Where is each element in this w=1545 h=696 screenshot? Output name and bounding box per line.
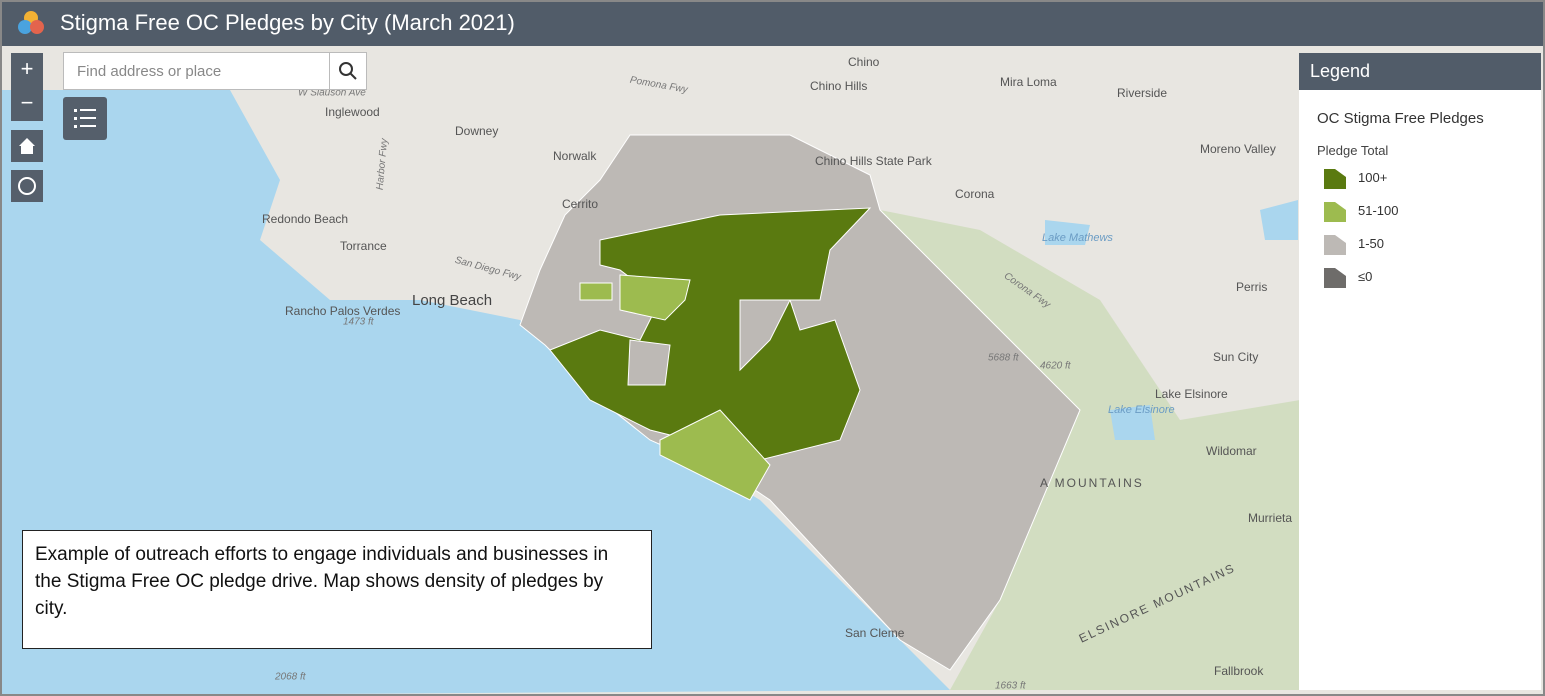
- legend-item: 100+: [1323, 167, 1523, 191]
- place-label: 2068 ft: [274, 672, 307, 683]
- legend-swatch-shape: [1324, 202, 1346, 222]
- zoom-in[interactable]: +: [20, 56, 34, 81]
- caption-text: Example of outreach efforts to engage in…: [35, 544, 609, 619]
- legend-field: Pledge Total: [1317, 143, 1389, 158]
- lakes: [1045, 200, 1298, 440]
- place-label: Lake Elsinore: [1155, 387, 1228, 401]
- home-icon: [19, 138, 35, 154]
- legend-swatch-shape: [1324, 169, 1346, 189]
- place-label: Fallbrook: [1214, 664, 1264, 678]
- app-title: Stigma Free OC Pledges by City (March 20…: [60, 10, 515, 35]
- place-label: Harbor Fwy: [375, 137, 391, 190]
- legend-swatch-shape: [1324, 235, 1346, 255]
- legend-label: 51-100: [1358, 203, 1399, 218]
- place-label: Torrance: [340, 239, 387, 253]
- legend-swatch: [1324, 169, 1346, 189]
- legend-item: ≤0: [1323, 266, 1523, 290]
- legend-panel: Legend OC Stigma Free Pledges Pledge Tot…: [1299, 53, 1541, 690]
- place-label: Norwalk: [553, 149, 597, 163]
- list-icon: [74, 109, 96, 128]
- caption-box: Example of outreach efforts to engage in…: [22, 530, 652, 649]
- layer-list-button[interactable]: [63, 97, 107, 140]
- legend-swatch: [1324, 202, 1346, 222]
- mountains: [880, 210, 1300, 690]
- home-button[interactable]: [11, 130, 43, 162]
- legend-label: 1-50: [1358, 236, 1385, 251]
- legend-item: 51-100: [1323, 200, 1523, 224]
- place-label: Lake Elsinore: [1108, 404, 1175, 416]
- legend-label: ≤0: [1358, 269, 1373, 284]
- legend-layer: OC Stigma Free Pledges: [1317, 110, 1484, 127]
- place-label: Redondo Beach: [262, 212, 348, 226]
- legend-swatch: [1324, 268, 1346, 288]
- place-label: Murrieta: [1248, 511, 1292, 525]
- legend-item: 1-50: [1323, 233, 1523, 257]
- place-label: San Cleme: [845, 626, 905, 640]
- legend-label: 100+: [1358, 170, 1388, 185]
- place-label: Inglewood: [325, 105, 380, 119]
- place-label: Long Beach: [412, 292, 492, 309]
- place-label: Moreno Valley: [1200, 142, 1276, 156]
- place-label: W Slauson Ave: [298, 88, 366, 99]
- search-button[interactable]: [329, 53, 366, 89]
- place-label: Downey: [455, 124, 498, 138]
- county-1-50-inner: [627, 299, 791, 386]
- locate-button[interactable]: [11, 170, 43, 202]
- place-label: Riverside: [1117, 86, 1167, 100]
- county-51-100: [579, 274, 771, 501]
- search-box[interactable]: Find address or place: [63, 52, 367, 90]
- place-label: 1663 ft: [995, 681, 1027, 692]
- place-label: 4620 ft: [1040, 361, 1072, 372]
- zoom-controls: + −: [11, 53, 43, 121]
- place-label: Wildomar: [1206, 444, 1257, 458]
- app-logo: [18, 11, 44, 34]
- locate-icon: [18, 177, 36, 195]
- place-label: Sun City: [1213, 350, 1258, 364]
- place-label: 1473 ft: [343, 317, 375, 328]
- place-label: 5688 ft: [988, 353, 1020, 364]
- place-label: Chino Hills State Park: [815, 154, 933, 168]
- legend-swatch-shape: [1324, 268, 1346, 288]
- place-label: Chino Hills: [810, 79, 867, 93]
- zoom-out[interactable]: −: [20, 90, 34, 115]
- place-label: Perris: [1236, 280, 1267, 294]
- place-label: Chino: [848, 55, 880, 69]
- place-label: Corona: [955, 187, 995, 201]
- search-placeholder: Find address or place: [77, 63, 222, 80]
- header-bar: Stigma Free OC Pledges by City (March 20…: [0, 0, 1545, 46]
- legend-header: Legend: [1299, 53, 1541, 90]
- place-label: Cerrito: [562, 197, 598, 211]
- place-label: Lake Mathews: [1042, 232, 1113, 244]
- place-label: Rancho Palos Verdes: [285, 304, 400, 318]
- legend-swatch: [1324, 235, 1346, 255]
- place-label: Mira Loma: [1000, 75, 1057, 89]
- place-label: A MOUNTAINS: [1040, 476, 1144, 490]
